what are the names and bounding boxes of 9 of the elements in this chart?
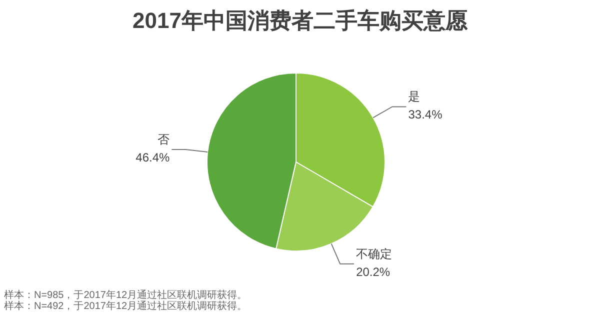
slice-label: 是 <box>408 90 420 104</box>
text: 样本：N=492，于2017年12月通过社区联机调研获得。 <box>4 300 248 312</box>
chart-title: 2017年中国消费者二手车购买意愿 <box>132 8 468 33</box>
data-label: 33.4% <box>408 108 443 122</box>
slice-label: 否 <box>158 132 170 146</box>
text: 样本：N=985，于2017年12月通过社区联机调研获得。 <box>4 289 248 301</box>
data-label: 46.4% <box>136 150 170 164</box>
slice-label: 不确定 <box>356 246 392 261</box>
data-label: 20.2% <box>356 264 390 279</box>
